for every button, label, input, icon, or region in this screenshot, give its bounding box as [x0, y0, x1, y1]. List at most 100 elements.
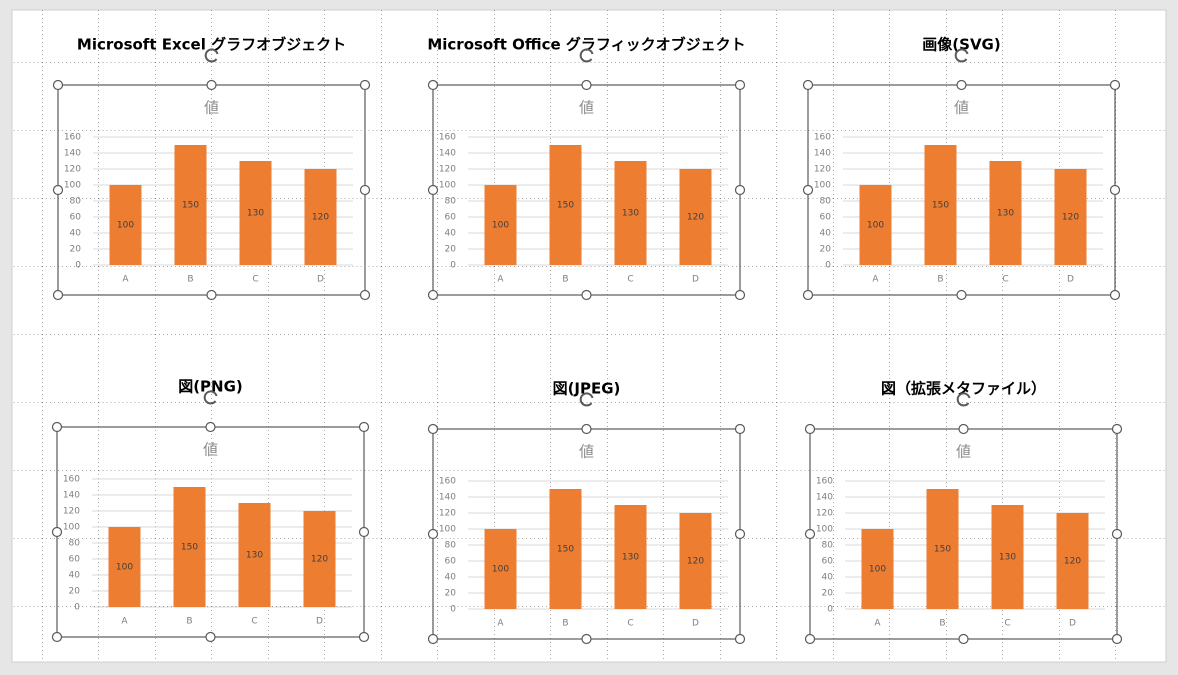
y-tick-label: 0 — [450, 605, 456, 615]
data-label: 100 — [117, 221, 134, 231]
rotate-handle[interactable] — [579, 392, 594, 407]
rotate-handle[interactable] — [579, 48, 594, 63]
y-tick-label: 160 — [64, 133, 81, 143]
data-label: 100 — [867, 221, 884, 231]
y-tick-label: 140 — [63, 491, 80, 501]
resize-handle[interactable] — [427, 633, 439, 645]
x-tick-label: B — [187, 275, 193, 285]
x-tick-label: A — [497, 619, 504, 629]
bar — [861, 529, 894, 609]
y-tick-label: 60 — [445, 557, 457, 567]
resize-handle[interactable] — [804, 633, 816, 645]
data-label: 100 — [116, 563, 133, 573]
resize-handle[interactable] — [206, 289, 217, 301]
resize-handle[interactable] — [427, 528, 439, 540]
chart-caption: 画像(SVG) — [922, 36, 1000, 54]
chart-title: 値 — [204, 99, 219, 117]
resize-handle[interactable] — [1111, 633, 1123, 645]
y-tick-label: 40 — [822, 573, 834, 583]
resize-handle[interactable] — [51, 421, 63, 433]
resize-handle[interactable] — [427, 184, 439, 196]
y-tick-label: 20 — [70, 245, 82, 255]
data-label: 150 — [557, 201, 574, 211]
y-tick-label: 100 — [816, 525, 833, 535]
resize-handle[interactable] — [804, 423, 816, 435]
x-tick-label: C — [252, 275, 258, 285]
resize-handle[interactable] — [734, 184, 746, 196]
resize-handle[interactable] — [427, 289, 439, 301]
y-tick-label: 100 — [64, 181, 81, 191]
x-tick-label: A — [121, 617, 128, 627]
rotate-handle[interactable] — [203, 390, 218, 405]
resize-handle[interactable] — [581, 423, 592, 435]
resize-handle[interactable] — [956, 79, 967, 91]
resize-handle[interactable] — [734, 423, 746, 435]
resize-handle[interactable] — [359, 79, 371, 91]
resize-handle[interactable] — [958, 633, 969, 645]
data-label: 150 — [934, 545, 951, 555]
resize-handle[interactable] — [802, 289, 814, 301]
x-tick-label: A — [874, 619, 881, 629]
data-label: 120 — [311, 555, 328, 565]
resize-handle[interactable] — [1109, 79, 1121, 91]
chart-title: 値 — [203, 441, 218, 459]
resize-handle[interactable] — [427, 79, 439, 91]
x-tick-label: C — [627, 619, 633, 629]
y-tick-label: 100 — [439, 525, 456, 535]
y-tick-label: 40 — [445, 573, 457, 583]
y-tick-label: 120 — [439, 165, 456, 175]
bar — [679, 513, 712, 609]
resize-handle[interactable] — [802, 184, 814, 196]
bar — [859, 185, 892, 265]
resize-handle[interactable] — [581, 633, 592, 645]
x-tick-label: B — [562, 275, 568, 285]
x-tick-label: D — [316, 617, 323, 627]
resize-handle[interactable] — [1111, 528, 1123, 540]
resize-handle[interactable] — [804, 528, 816, 540]
y-tick-label: 0 — [74, 603, 80, 613]
y-tick-label: 0 — [825, 261, 831, 271]
resize-handle[interactable] — [1111, 423, 1123, 435]
rotate-handle[interactable] — [954, 48, 969, 63]
bar — [304, 169, 337, 265]
y-tick-label: 80 — [70, 197, 82, 207]
resize-handle[interactable] — [734, 79, 746, 91]
resize-handle[interactable] — [358, 631, 370, 643]
resize-handle[interactable] — [52, 79, 64, 91]
chart-title: 値 — [579, 99, 594, 117]
resize-handle[interactable] — [581, 79, 592, 91]
resize-handle[interactable] — [51, 631, 63, 643]
x-tick-label: C — [1004, 619, 1010, 629]
resize-handle[interactable] — [359, 289, 371, 301]
resize-handle[interactable] — [734, 633, 746, 645]
y-tick-label: 20 — [445, 245, 457, 255]
y-tick-label: 100 — [439, 181, 456, 191]
resize-handle[interactable] — [427, 423, 439, 435]
resize-handle[interactable] — [358, 526, 370, 538]
resize-handle[interactable] — [205, 631, 216, 643]
resize-handle[interactable] — [802, 79, 814, 91]
resize-handle[interactable] — [51, 526, 63, 538]
resize-handle[interactable] — [1109, 184, 1121, 196]
resize-handle[interactable] — [958, 423, 969, 435]
resize-handle[interactable] — [956, 289, 967, 301]
resize-handle[interactable] — [581, 289, 592, 301]
rotate-handle[interactable] — [956, 392, 971, 407]
resize-handle[interactable] — [52, 184, 64, 196]
resize-handle[interactable] — [52, 289, 64, 301]
resize-handle[interactable] — [205, 421, 216, 433]
resize-handle[interactable] — [358, 421, 370, 433]
resize-handle[interactable] — [206, 79, 217, 91]
chart-caption: 図（拡張メタファイル） — [881, 380, 1046, 398]
data-label: 120 — [312, 213, 329, 223]
bar — [303, 511, 336, 607]
y-tick-label: 40 — [69, 571, 81, 581]
resize-handle[interactable] — [359, 184, 371, 196]
rotate-handle[interactable] — [204, 48, 219, 63]
y-tick-label: 140 — [814, 149, 831, 159]
bar — [1054, 169, 1087, 265]
resize-handle[interactable] — [1109, 289, 1121, 301]
resize-handle[interactable] — [734, 528, 746, 540]
x-tick-label: C — [627, 275, 633, 285]
resize-handle[interactable] — [734, 289, 746, 301]
